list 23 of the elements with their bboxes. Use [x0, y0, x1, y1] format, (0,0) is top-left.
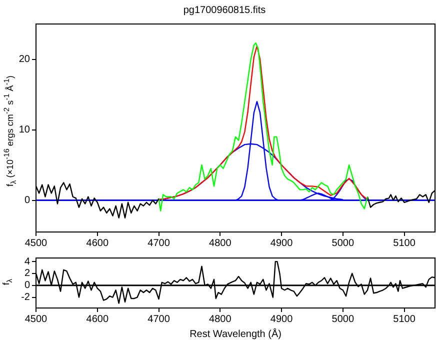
- x-tick-label: 4900: [270, 314, 294, 325]
- y-tick-label: 10: [18, 124, 30, 136]
- y-tick-label: 20: [18, 54, 30, 66]
- y-tick-label: -2: [21, 292, 30, 304]
- y-tick-label: 2: [24, 268, 30, 280]
- y-tick-label: 4: [24, 256, 30, 268]
- x-axis-title: Rest Wavelength (Å): [190, 328, 282, 340]
- x-tick-label: 4700: [148, 314, 170, 325]
- y-tick-label: 0: [24, 195, 30, 206]
- chart-title: pg1700960815.fits: [183, 4, 266, 16]
- x-tick-label: 4800: [209, 314, 232, 325]
- x-tick-label: 4700: [148, 238, 170, 249]
- y-tick-label: 0: [24, 280, 30, 292]
- x-tick-label: 4800: [209, 238, 232, 249]
- x-tick-label: 4900: [270, 238, 294, 249]
- x-tick-label: 5000: [332, 314, 354, 325]
- x-tick-label: 4600: [86, 314, 109, 325]
- x-tick-label: 5100: [393, 238, 416, 249]
- x-tick-label: 5000: [332, 238, 354, 249]
- x-tick-label: 5100: [393, 314, 416, 325]
- x-tick-label: 4500: [24, 238, 48, 249]
- x-tick-label: 4500: [24, 314, 48, 325]
- x-tick-label: 4600: [86, 238, 109, 249]
